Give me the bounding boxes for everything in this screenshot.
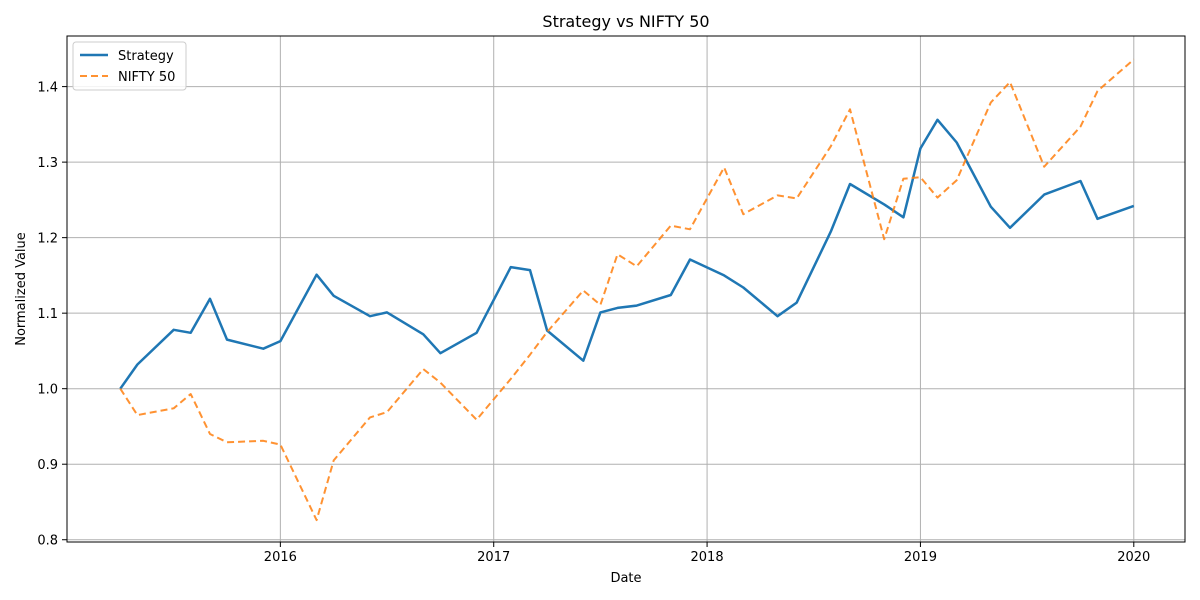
series-lines xyxy=(119,58,1135,522)
legend-label-nifty-50: NIFTY 50 xyxy=(118,70,175,85)
series-line-nifty-50 xyxy=(119,58,1135,522)
x-axis-label: Date xyxy=(610,571,641,586)
x-tick-label: 2018 xyxy=(691,550,724,565)
y-tick-label: 1.4 xyxy=(37,81,58,96)
plot-frame xyxy=(66,35,1186,543)
chart-title: Strategy vs NIFTY 50 xyxy=(542,12,709,31)
legend-label-strategy: Strategy xyxy=(118,49,174,64)
legend: Strategy NIFTY 50 xyxy=(72,41,187,91)
y-tick-label: 1.0 xyxy=(37,383,58,398)
y-tick-label: 1.3 xyxy=(37,156,58,171)
x-tick-label: 2019 xyxy=(904,550,937,565)
y-axis-label: Normalized Value xyxy=(14,232,29,346)
axis-ticks: 2016 2017 2018 2019 2020 0.8 0.9 1.0 1.1 1.2 1.3 1.… xyxy=(37,81,1150,565)
grid-lines xyxy=(67,36,1185,542)
x-tick-label: 2020 xyxy=(1117,550,1150,565)
y-tick-label: 0.9 xyxy=(37,458,58,473)
y-tick-label: 0.8 xyxy=(37,534,58,549)
y-tick-label: 1.1 xyxy=(37,307,58,322)
series-line-strategy xyxy=(119,118,1135,390)
y-tick-label: 1.2 xyxy=(37,232,58,247)
x-tick-label: 2017 xyxy=(477,550,510,565)
x-tick-label: 2016 xyxy=(264,550,297,565)
